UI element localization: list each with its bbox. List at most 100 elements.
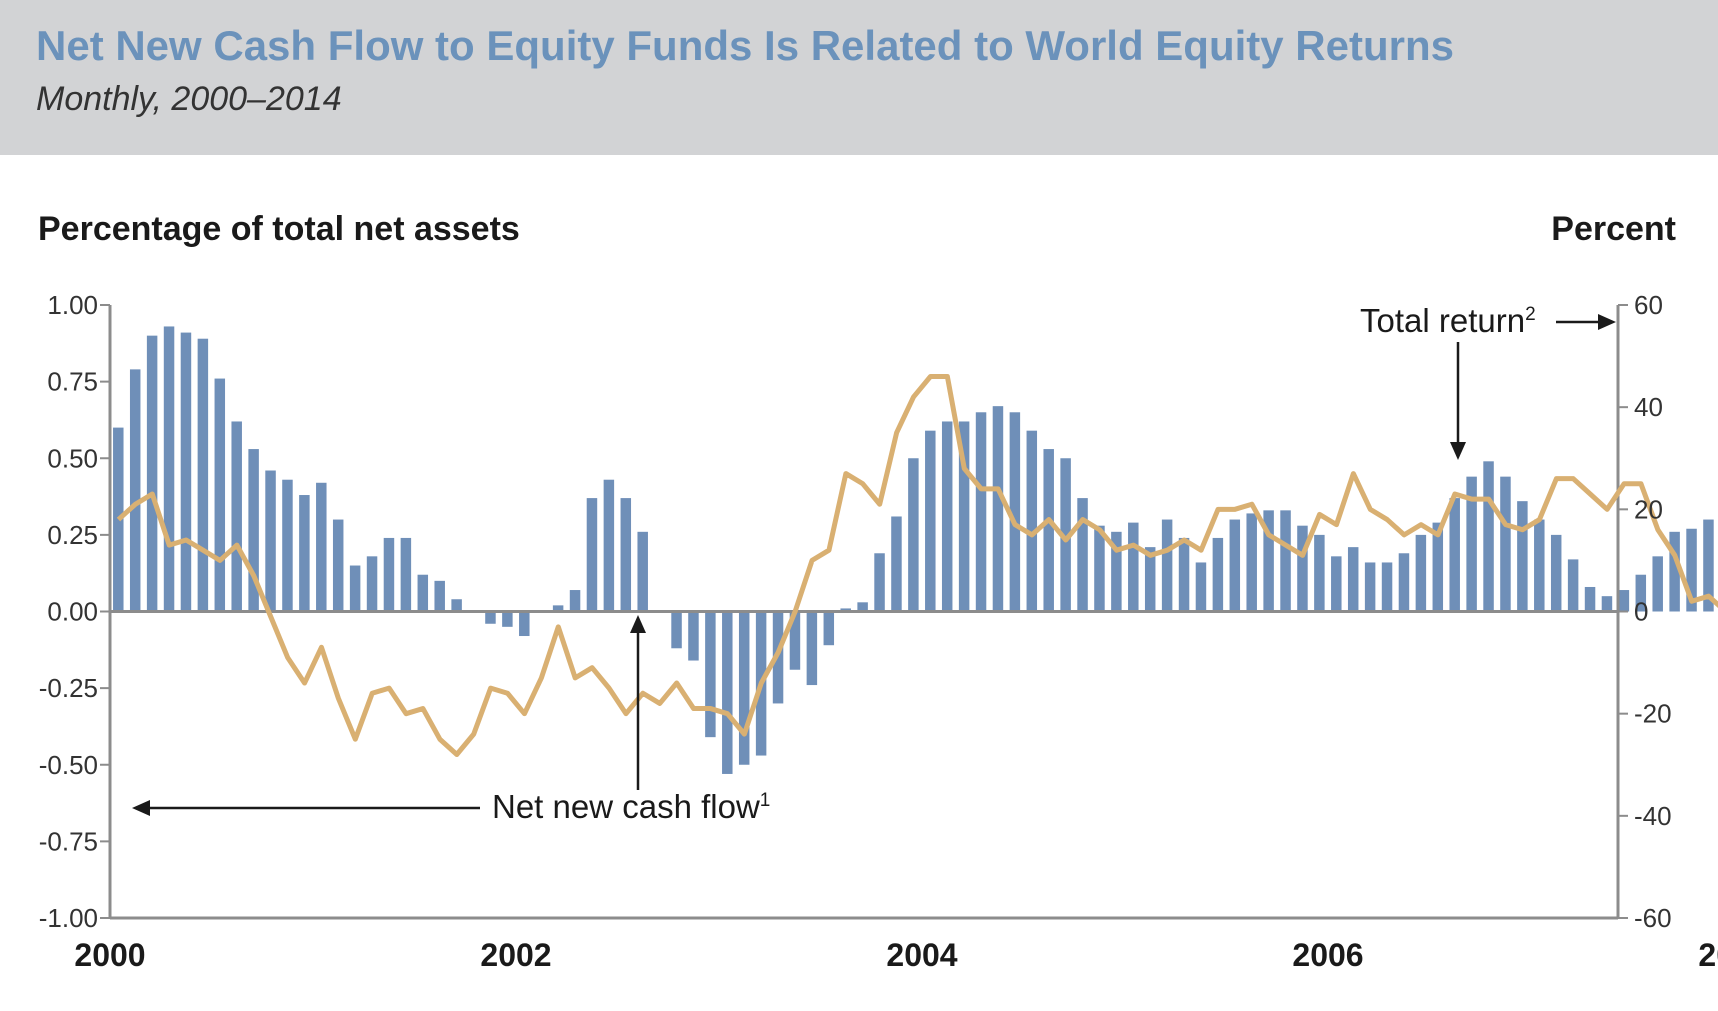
cash-flow-bar — [1534, 519, 1545, 612]
cash-flow-bar — [180, 332, 192, 612]
cash-flow-bar — [113, 427, 124, 612]
cash-flow-bar — [891, 516, 902, 612]
cash-flow-bar — [1567, 559, 1579, 612]
cash-flow-bar — [1263, 510, 1274, 612]
cash-flow-bar — [840, 608, 851, 612]
left-tick-label: -0.25 — [39, 673, 98, 703]
cash-flow-bar — [671, 611, 682, 649]
line-series-total-return — [116, 374, 1718, 758]
cash-flow-bar — [1364, 562, 1376, 612]
cash-flow-bar — [552, 605, 564, 612]
cash-flow-bar — [383, 537, 395, 612]
cash-flow-bar — [1500, 476, 1511, 612]
x-tick-label: 2008 — [1698, 937, 1718, 973]
cash-flow-bar — [502, 611, 513, 627]
cash-flow-bar — [688, 611, 699, 661]
cash-flow-bar — [1111, 531, 1122, 612]
right-tick-label: -40 — [1634, 801, 1672, 831]
right-tick-label: 20 — [1634, 494, 1663, 524]
left-tick-label: -0.50 — [39, 750, 98, 780]
cash-flow-bar — [1314, 534, 1325, 612]
total-return-arrow-right-head — [1598, 314, 1616, 330]
cash-flow-bar — [129, 369, 141, 612]
cash-flow-bar — [1009, 412, 1021, 612]
cash-flow-bar — [1077, 498, 1088, 612]
cash-flow-bar — [1635, 574, 1647, 612]
right-tick-label: -20 — [1634, 699, 1672, 729]
cash-flow-bar — [958, 421, 970, 612]
cash-flow-bar — [1652, 556, 1663, 612]
cash-flow-bar — [299, 495, 310, 612]
cash-flow-bar — [451, 599, 462, 612]
left-tick-label: -0.75 — [39, 826, 98, 856]
cash-flow-bar — [874, 553, 885, 612]
cash-flow-bar — [1703, 519, 1714, 612]
cash-flow-bar — [1483, 461, 1494, 612]
cash-flow-bar — [1347, 547, 1359, 612]
x-tick-label: 2004 — [886, 937, 957, 973]
cash-flow-bar — [738, 611, 750, 765]
cash-flow-bar — [941, 421, 953, 612]
left-tick-label: -1.00 — [39, 903, 98, 933]
cash-flow-bar — [1601, 596, 1613, 612]
total-return-arrow-down-head — [1450, 442, 1466, 460]
cash-flow-bar — [1144, 547, 1156, 612]
cash-flow-bar — [282, 479, 293, 612]
right-tick-label: 60 — [1634, 290, 1663, 320]
cash-flow-bar — [163, 326, 175, 612]
chart-subtitle: Monthly, 2000–2014 — [36, 80, 342, 118]
cash-flow-bar — [434, 580, 445, 612]
right-tick-label: -60 — [1634, 903, 1672, 933]
cash-flow-bar — [925, 430, 936, 612]
cash-flow-bar — [1280, 510, 1291, 612]
cash-flow-bar — [1398, 553, 1410, 612]
cash-flow-bar — [1584, 586, 1596, 612]
right-tick-label: 40 — [1634, 392, 1663, 422]
cash-flow-bar — [1161, 519, 1173, 612]
cash-flow-bar — [349, 565, 361, 612]
bar-series-cash-flow — [113, 326, 1714, 774]
cash-flow-bar — [992, 406, 1004, 612]
cash-flow-bar — [231, 421, 242, 612]
cash-flow-bar — [857, 602, 868, 612]
cash-flow-bar — [789, 611, 801, 670]
left-tick-label: 0.75 — [47, 367, 98, 397]
cash-flow-bar — [908, 458, 919, 612]
x-tick-label: 2006 — [1292, 937, 1363, 973]
cash-flow-bar — [417, 574, 429, 612]
cash-flow-bar — [620, 498, 632, 612]
cash-flow-bar — [519, 611, 530, 637]
cash-flow-bar — [603, 479, 615, 612]
cash-flow-bar — [1212, 537, 1224, 612]
chart-annotations: Net new cash flow1 Total return2 — [132, 302, 1616, 825]
cash-flow-bar — [975, 412, 987, 612]
left-tick-label: 0.25 — [47, 520, 98, 550]
right-tick-label: 0 — [1634, 597, 1648, 627]
cash-flow-bar — [1060, 458, 1071, 612]
left-tick-label: 0.00 — [47, 597, 98, 627]
cash-flow-bar — [1178, 537, 1190, 612]
cash-flow-bar — [1449, 498, 1460, 612]
cash-flow-bar — [637, 531, 648, 612]
cash-flow-bar — [316, 482, 327, 612]
chart-ticks: 1.00 0.75 0.50 0.25 0.00 -0.25 -0.50 -0.75 -1.00… — [39, 290, 1718, 973]
cash-flow-bar — [806, 611, 818, 686]
cash-flow-label: Net new cash flow1 — [492, 788, 770, 825]
cash-flow-bar — [1026, 430, 1038, 612]
cash-flow-bar — [1517, 501, 1528, 612]
cash-flow-bar — [1331, 556, 1342, 612]
cash-flow-bar — [1297, 525, 1308, 612]
cash-flow-bar — [1669, 531, 1680, 612]
cash-flow-bar — [1195, 562, 1207, 612]
cash-flow-bar — [586, 498, 598, 612]
cash-flow-bar — [1618, 590, 1630, 612]
cash-flow-bar — [248, 449, 259, 612]
cash-flow-arrow-up-head — [630, 615, 646, 633]
cash-flow-bar — [705, 611, 716, 738]
chart-title: Net New Cash Flow to Equity Funds Is Rel… — [36, 22, 1454, 69]
total-return-line — [116, 374, 1718, 758]
cash-flow-bar — [332, 519, 344, 612]
chart-header: Net New Cash Flow to Equity Funds Is Rel… — [0, 0, 1718, 155]
x-tick-label: 2002 — [480, 937, 551, 973]
